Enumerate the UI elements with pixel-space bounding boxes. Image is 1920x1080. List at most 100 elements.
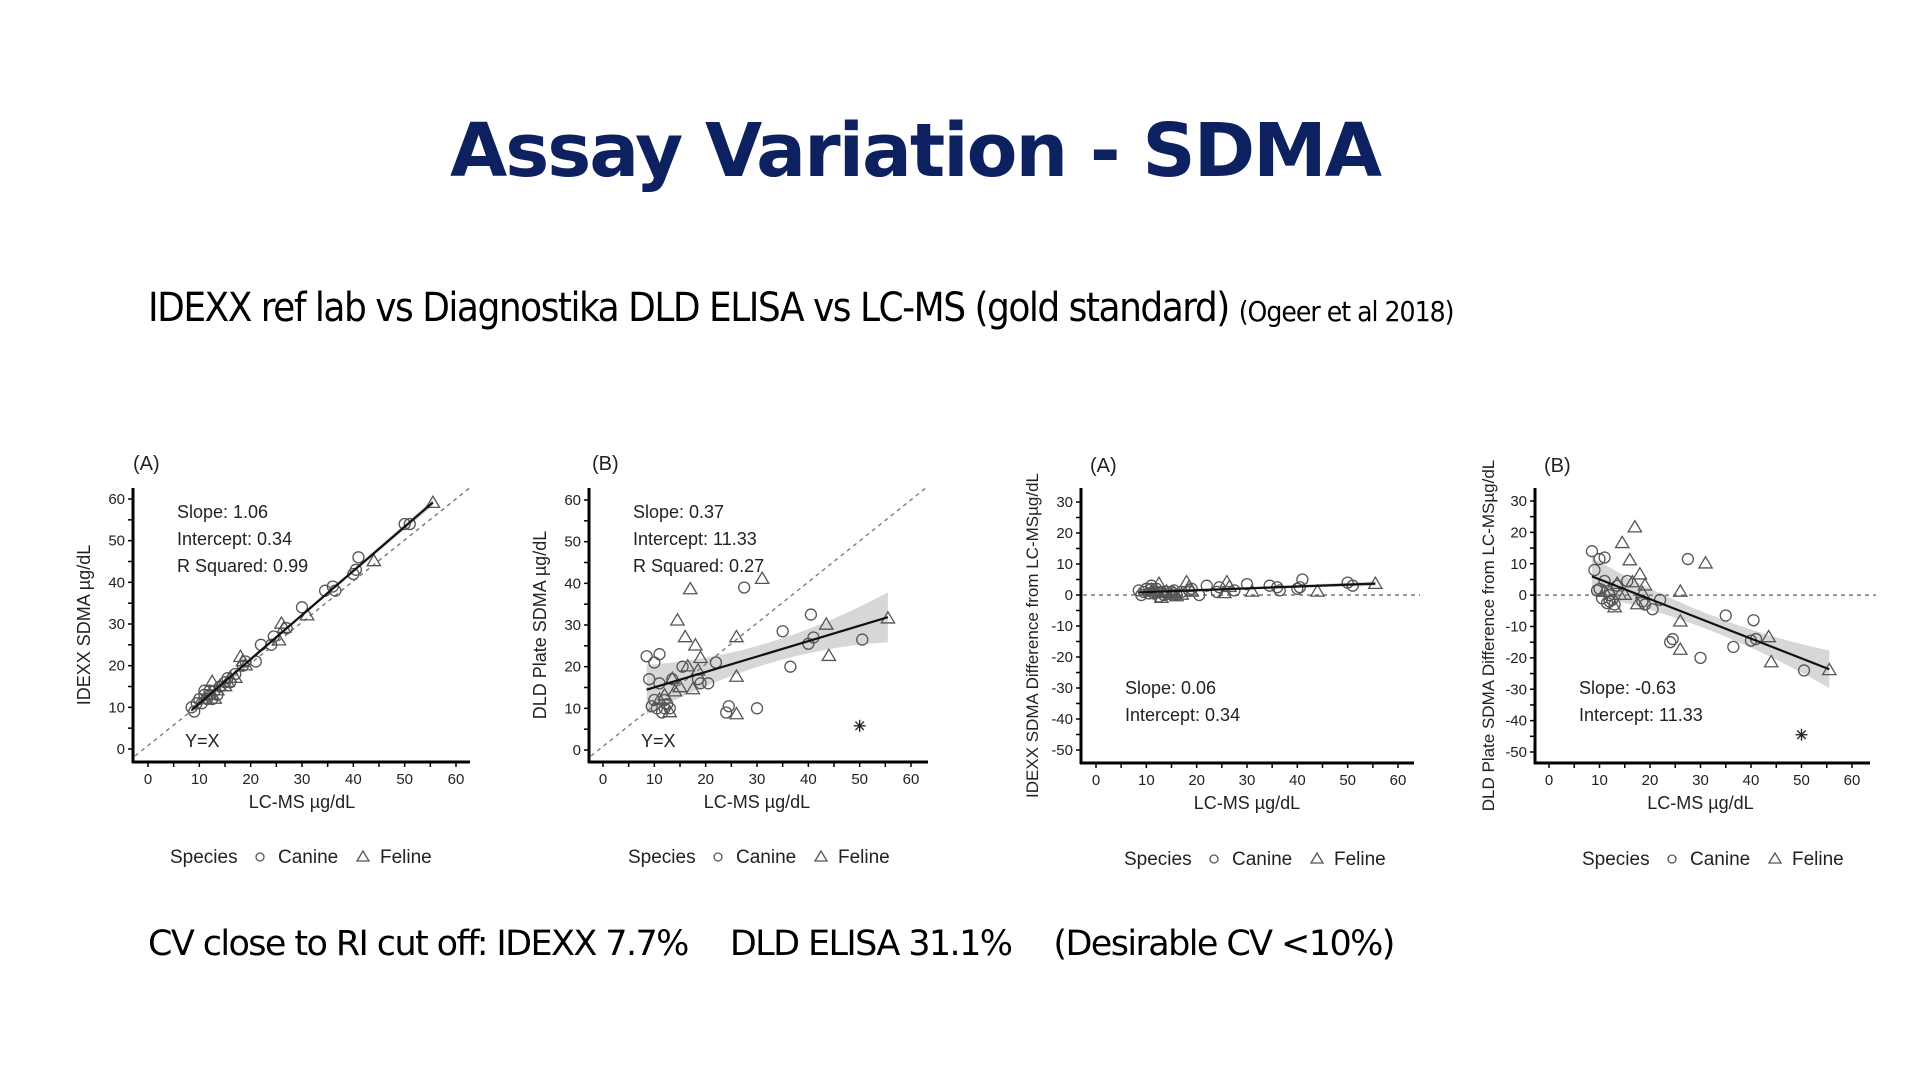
canine-point (1240, 578, 1254, 591)
canine-point (1200, 579, 1213, 592)
regression-line (646, 616, 889, 691)
legend-feline-icon (813, 849, 829, 862)
feline-point (1173, 586, 1190, 600)
x-tick-label: 30 (1239, 772, 1256, 789)
canine-point (349, 563, 363, 576)
feline-point (1616, 586, 1633, 600)
canine-point (1681, 552, 1695, 566)
canine-point (750, 702, 764, 715)
legend-feline-icon (355, 849, 371, 862)
x-tick-label: 10 (646, 771, 663, 788)
feline-point (661, 704, 678, 718)
chart-panel-1: 0 10 20 30 40 50 60 0 10 20 30 40 50 60 LC-MS µg/dL IDE… (74, 453, 471, 868)
y-tick-label: 20 (108, 658, 125, 675)
feline-point (821, 647, 837, 662)
legend-canine-icon (1667, 854, 1677, 864)
legend-feline-label: Feline (1792, 849, 1844, 870)
feline-point (1672, 583, 1689, 597)
feline-point (754, 570, 770, 585)
y-tick-label: -40 (1051, 711, 1073, 728)
canine-point (188, 705, 201, 718)
x-axis-label: LC-MS µg/dL (1194, 793, 1300, 813)
feline-point (1601, 583, 1618, 597)
canine-point (1273, 584, 1286, 597)
y-tick-label: -50 (1051, 742, 1073, 759)
y-tick-label: 0 (1519, 587, 1527, 604)
y-tick-label: 50 (564, 534, 581, 551)
x-tick-label: 20 (242, 771, 259, 788)
x-tick-label: 30 (1692, 772, 1709, 789)
y-tick-label: 40 (564, 575, 581, 592)
canine-point (1747, 614, 1760, 627)
feline-point (1168, 588, 1185, 602)
x-tick-label: 20 (697, 771, 714, 788)
citation: (Ogeer et al 2018) (1238, 295, 1455, 328)
y-tick-label: 10 (1056, 556, 1073, 573)
y-tick-label: 10 (564, 700, 581, 717)
canine-point (645, 700, 658, 713)
feline-point (818, 616, 835, 630)
canine-point (738, 581, 751, 594)
feline-point (1221, 578, 1238, 593)
x-tick-label: 0 (1092, 772, 1100, 789)
asterisk-stroke (1796, 730, 1807, 740)
regression-line (190, 501, 434, 711)
panel-label: (A) (1090, 455, 1117, 477)
panel-label: (B) (1544, 455, 1571, 477)
y-tick-label: -10 (1505, 619, 1527, 636)
feline-point (692, 650, 709, 664)
feline-point (685, 681, 701, 695)
canine-point (640, 650, 653, 663)
y-tick-label: 30 (564, 617, 581, 634)
x-tick-label: 40 (1743, 772, 1760, 789)
canine-point (1727, 640, 1740, 654)
feline-point (728, 706, 745, 720)
canine-point (1588, 563, 1601, 577)
feline-point (1606, 599, 1623, 613)
feline-point (201, 686, 218, 700)
cv-note-desirable: (Desirable CV <10%) (1053, 924, 1395, 964)
feline-point (1622, 552, 1638, 566)
canine-point (1593, 552, 1606, 566)
stat-annotation: Intercept: 11.33 (633, 529, 757, 549)
x-tick-label: 60 (448, 771, 465, 788)
feline-point (651, 691, 668, 705)
feline-point (237, 657, 254, 671)
x-tick-label: 50 (396, 771, 413, 788)
stat-annotation: Intercept: 11.33 (1579, 705, 1703, 725)
feline-point (1624, 574, 1641, 588)
y-tick-label: 30 (1056, 494, 1073, 511)
chart-panel-2: 0 10 20 30 40 50 60 0 10 20 30 40 50 60 LC-MS µg/dL DLD… (530, 453, 929, 868)
x-tick-label: 20 (1188, 772, 1205, 789)
feline-point (1632, 566, 1648, 580)
feline-point (1309, 583, 1326, 597)
legend-feline-icon (1767, 851, 1783, 864)
x-tick-label: 50 (1339, 772, 1356, 789)
legend-title: Species (170, 847, 238, 868)
canine-point (676, 660, 689, 673)
feline-point (687, 637, 704, 651)
canine-point (784, 660, 797, 673)
feline-point (1672, 613, 1689, 627)
y-tick-label: 20 (1510, 524, 1527, 541)
stat-annotation: Intercept: 0.34 (177, 529, 292, 549)
canine-point (1666, 632, 1679, 646)
x-tick-label: 10 (1138, 772, 1155, 789)
x-tick-label: 0 (1545, 772, 1553, 789)
canine-point (398, 517, 411, 531)
feline-point (728, 629, 745, 643)
subtitle-main: IDEXX ref lab vs Diagnostika DLD ELISA v… (148, 285, 1230, 331)
stat-annotation: Slope: -0.63 (1579, 678, 1676, 698)
x-tick-label: 40 (1289, 772, 1306, 789)
canine-point (1797, 664, 1811, 677)
feline-point (728, 668, 745, 682)
x-axis-label: LC-MS µg/dL (704, 792, 810, 812)
x-tick-label: 50 (851, 771, 868, 788)
feline-point (1244, 583, 1260, 597)
feline-point (1634, 585, 1651, 599)
feline-point (682, 581, 699, 595)
x-tick-label: 60 (903, 771, 920, 788)
feline-point (667, 683, 683, 697)
canine-point (1585, 545, 1599, 558)
canine-point (666, 673, 679, 686)
